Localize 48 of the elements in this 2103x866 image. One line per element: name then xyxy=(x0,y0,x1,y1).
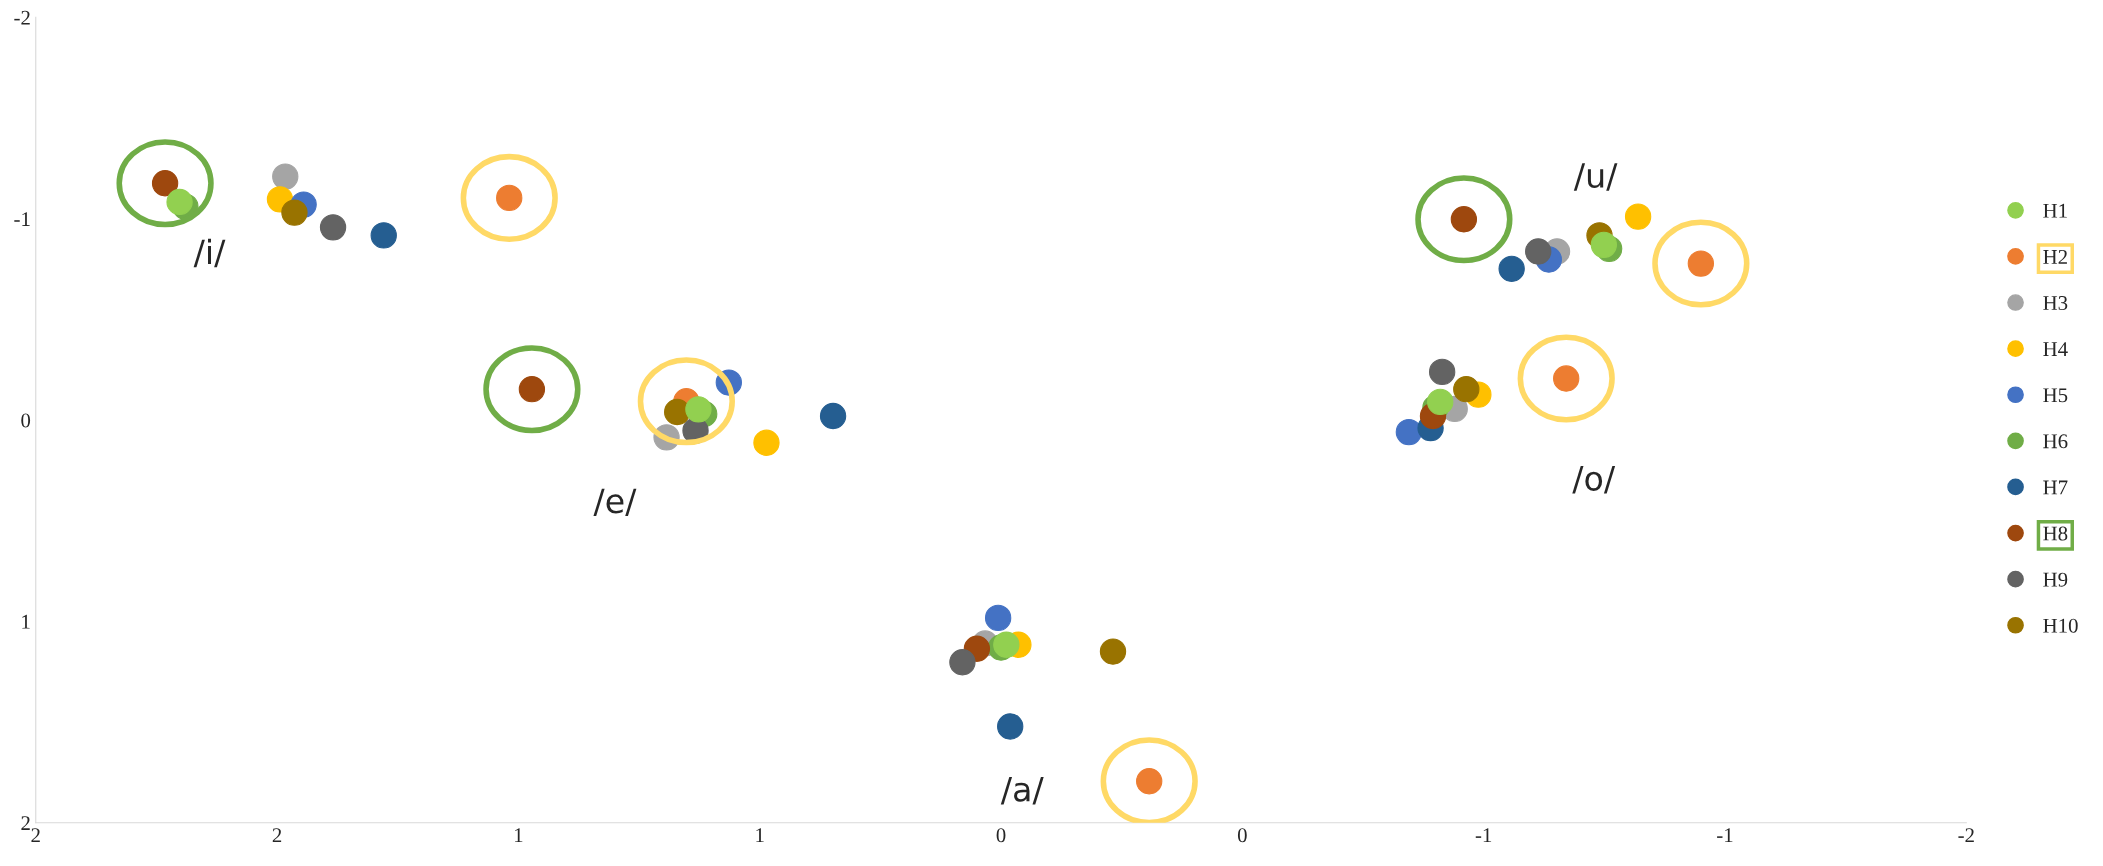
y-tick-label: 0 xyxy=(21,413,31,428)
legend-label: H9 xyxy=(2043,572,2068,587)
point xyxy=(993,631,1020,658)
point xyxy=(272,163,299,190)
legend-label: H7 xyxy=(2043,480,2068,495)
annotation: /a/ xyxy=(1000,776,1044,805)
y-tick-label: 1 xyxy=(22,614,30,629)
annotation: /e/ xyxy=(593,488,637,517)
point xyxy=(1427,388,1454,416)
annotation: /o/ xyxy=(1572,466,1616,494)
point xyxy=(997,713,1024,740)
x-tick-label: 0 xyxy=(996,828,1006,843)
y-tick-label: -2 xyxy=(14,10,30,25)
point xyxy=(753,429,780,456)
point xyxy=(1453,376,1480,403)
legend-label: H6 xyxy=(2043,434,2068,449)
point xyxy=(319,214,347,241)
annotation: /i/ xyxy=(193,238,226,268)
point xyxy=(281,199,308,226)
point xyxy=(1428,358,1456,386)
point xyxy=(1099,638,1127,665)
point xyxy=(984,604,1012,632)
x-tick-label: -2 xyxy=(1958,828,1974,843)
point xyxy=(1498,255,1525,282)
x-tick-label: -1 xyxy=(1475,828,1492,843)
y-tick-label: -1 xyxy=(14,212,30,226)
point xyxy=(166,188,193,216)
y-tick-label: 2 xyxy=(21,816,30,830)
legend-label: H4 xyxy=(2043,342,2068,356)
point xyxy=(1624,203,1652,230)
legend-label: H1 xyxy=(2043,203,2067,218)
x-tick-label: -1 xyxy=(1717,828,1733,843)
point xyxy=(1590,231,1618,259)
legend-label: H8 xyxy=(2043,526,2068,541)
point xyxy=(819,402,847,430)
x-tick-label: 1 xyxy=(515,828,523,843)
point xyxy=(1395,418,1423,446)
x-tick-label: 2 xyxy=(272,828,282,843)
legend-label: H5 xyxy=(2043,388,2068,403)
point xyxy=(370,222,397,249)
point xyxy=(949,649,976,676)
x-tick-label: 1 xyxy=(756,828,764,843)
x-tick-label: 0 xyxy=(1237,828,1247,843)
legend-label: H3 xyxy=(2043,296,2068,311)
legend-label: H2 xyxy=(2043,249,2067,264)
annotation: /u/ xyxy=(1573,163,1618,191)
legend-label: H10 xyxy=(2043,618,2078,633)
point xyxy=(1525,238,1552,265)
